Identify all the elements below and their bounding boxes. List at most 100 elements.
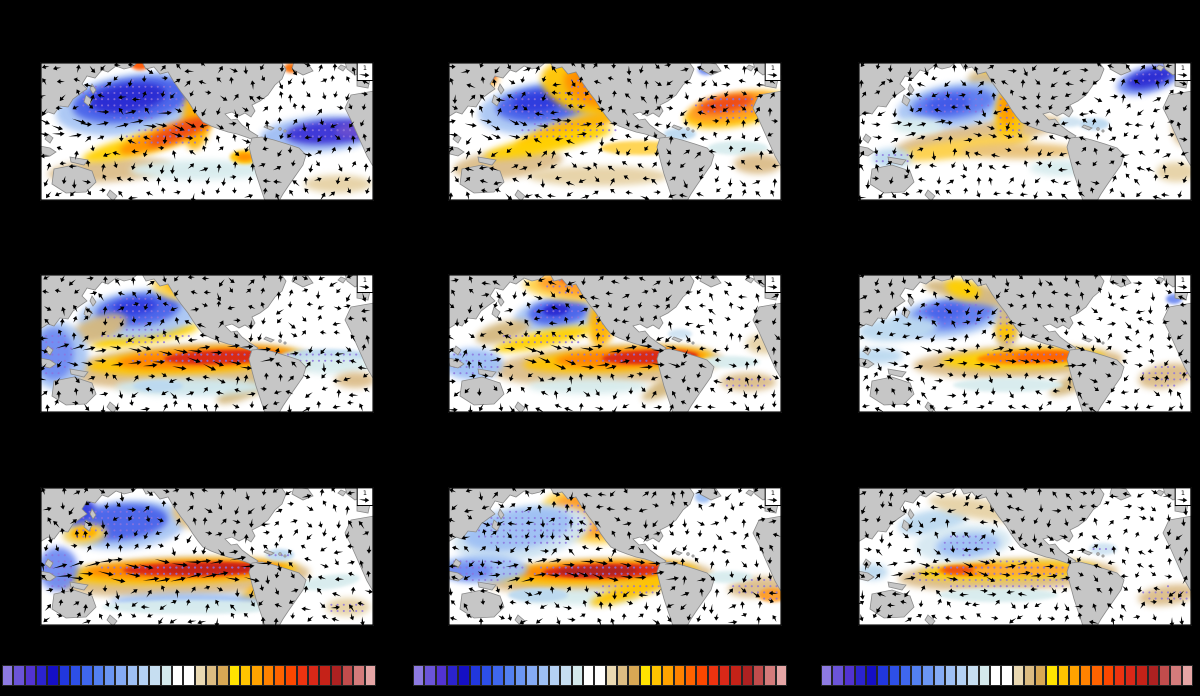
colorbar-cell xyxy=(239,665,252,686)
panel-frame xyxy=(448,487,782,626)
colorbar-cell xyxy=(616,665,629,686)
colorbar-cell xyxy=(560,665,572,686)
colorbar-cell xyxy=(503,665,515,686)
colorbar-cell xyxy=(582,665,595,686)
ref-vector-box: 1 xyxy=(356,62,374,82)
colorbar-cell xyxy=(469,665,481,686)
colorbar-cell xyxy=(944,665,957,686)
colorbar-cell xyxy=(967,665,979,686)
panel-frame xyxy=(40,62,374,201)
ref-vector-label: 1 xyxy=(771,64,775,72)
colorbar-cell xyxy=(137,665,150,686)
colorbar-cell xyxy=(752,665,765,686)
colorbar-cell xyxy=(866,665,878,686)
colorbar-cell xyxy=(1023,665,1036,686)
map-panel-r3c3: 1 xyxy=(858,487,1192,626)
ref-vector-box: 1 xyxy=(764,62,782,82)
ref-vector-arrow-icon xyxy=(1176,72,1188,78)
colorbar-cell xyxy=(307,665,320,686)
wind-vectors-layer xyxy=(40,274,371,413)
map-panel-r3c2: 1 xyxy=(448,487,782,626)
colorbar-cell xyxy=(673,665,685,686)
colorbar-cell xyxy=(81,665,93,686)
ref-vector-arrow-icon xyxy=(358,72,370,78)
colorbar-cell xyxy=(171,665,184,686)
ref-vector-arrow-icon xyxy=(358,284,370,290)
colorbar-cell xyxy=(1125,665,1137,686)
map-panel-r2c1: 1 xyxy=(40,274,374,413)
colorbar-cell xyxy=(205,665,218,686)
colorbar-cell xyxy=(911,665,923,686)
colorbar-cell xyxy=(492,665,504,686)
map-panel-r2c2: 1 xyxy=(448,274,782,413)
ref-vector-label: 1 xyxy=(1181,64,1185,72)
colorbar-cell xyxy=(684,665,697,686)
colorbar-cell xyxy=(69,665,82,686)
colorbar-cell xyxy=(899,665,912,686)
ref-vector-arrow-icon xyxy=(1176,284,1188,290)
colorbar-cell xyxy=(1046,665,1058,686)
colorbar-cell xyxy=(446,665,459,686)
colorbar-cell xyxy=(24,665,36,686)
colorbar-cell xyxy=(183,665,195,686)
colorbar-cell xyxy=(956,665,968,686)
colorbar-cell xyxy=(194,665,206,686)
colorbar-cell xyxy=(1001,665,1013,686)
colorbar-cell xyxy=(228,665,240,686)
wind-vectors-layer xyxy=(858,62,1190,200)
colorbar-cell xyxy=(1181,665,1193,686)
ref-vector-label: 1 xyxy=(1181,489,1185,497)
panel-frame xyxy=(40,487,374,626)
map-panel-r2c3: 1 xyxy=(858,274,1192,413)
colorbar-cell xyxy=(989,665,1002,686)
colorbar-cell xyxy=(821,665,833,686)
colorbar-cell xyxy=(1035,665,1047,686)
colorbar-cell xyxy=(458,665,470,686)
colorbar-cell xyxy=(1091,665,1103,686)
ref-vector-label: 1 xyxy=(363,64,367,72)
colorbar-cell xyxy=(741,665,753,686)
colorbar-3 xyxy=(821,665,1193,686)
panel-frame xyxy=(858,62,1192,201)
colorbar-cell xyxy=(413,665,425,686)
colorbar-cell xyxy=(571,665,583,686)
stipple-layer xyxy=(45,510,364,613)
colorbar-cell xyxy=(1147,665,1159,686)
colorbar-cell xyxy=(888,665,900,686)
colorbar-cell xyxy=(364,665,376,686)
colorbar-cell xyxy=(35,665,48,686)
ref-vector-box: 1 xyxy=(764,274,782,294)
wind-vectors-layer xyxy=(40,487,373,626)
colorbar-cell xyxy=(1068,665,1081,686)
ref-vector-box: 1 xyxy=(356,487,374,507)
colorbar-cell xyxy=(58,665,70,686)
colorbar-cell xyxy=(1057,665,1069,686)
wind-vectors-layer xyxy=(448,62,780,201)
ref-vector-label: 1 xyxy=(1181,276,1185,284)
panel-frame xyxy=(858,274,1192,413)
colorbar-cell xyxy=(424,665,436,686)
colorbar-1 xyxy=(2,665,376,686)
colorbar-cell xyxy=(13,665,25,686)
colorbar-cell xyxy=(435,665,447,686)
colorbar-cell xyxy=(330,665,342,686)
map-panel-r1c1: 1 xyxy=(40,62,374,201)
map-panel-r3c1: 1 xyxy=(40,487,374,626)
colorbar-cell xyxy=(514,665,527,686)
colorbar-cell xyxy=(285,665,297,686)
colorbar-cell xyxy=(775,665,787,686)
colorbar-cell xyxy=(251,665,263,686)
ref-vector-arrow-icon xyxy=(766,284,778,290)
colorbar-cell xyxy=(273,665,286,686)
panel-frame xyxy=(448,62,782,201)
colorbar-cell xyxy=(933,665,945,686)
colorbar-cell xyxy=(1170,665,1182,686)
colorbar-cell xyxy=(103,665,116,686)
colorbar-cell xyxy=(854,665,867,686)
colorbar-2 xyxy=(413,665,787,686)
colorbar-cell xyxy=(1113,665,1126,686)
colorbar-cell xyxy=(115,665,127,686)
colorbar-cell xyxy=(696,665,708,686)
colorbar-cell xyxy=(605,665,617,686)
colorbar-cell xyxy=(480,665,493,686)
